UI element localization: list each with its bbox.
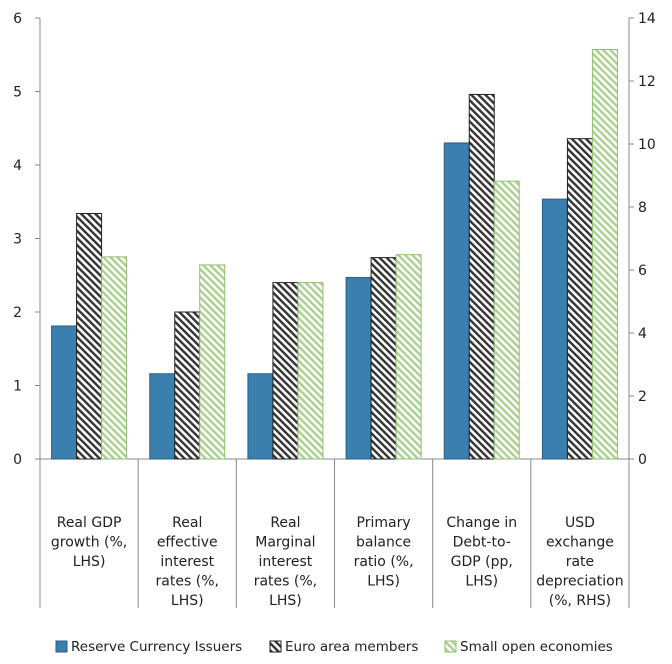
left-tick-label: 2 [13, 305, 22, 321]
left-tick-label: 5 [13, 85, 22, 101]
right-tick-label: 0 [638, 452, 647, 468]
category-label: Change in [446, 515, 517, 531]
bar-reserve-currency-issuers [149, 373, 176, 460]
right-tick-label: 14 [638, 11, 656, 27]
category-label: growth (%, [51, 535, 127, 551]
bar-small-open-economies [297, 282, 324, 460]
category-label: USD [565, 515, 595, 531]
category-label: rates (%, [254, 574, 317, 590]
category-label: effective [157, 535, 218, 551]
bar-small-open-economies [395, 254, 422, 460]
category-label: rate [566, 554, 594, 570]
bar-euro-area-members [468, 93, 495, 460]
category-label: ratio (%, [354, 554, 414, 570]
category-label: rates (%, [156, 574, 219, 590]
category-label: LHS) [171, 593, 204, 609]
left-tick-label: 1 [13, 379, 22, 395]
legend-label: Small open economies [460, 639, 613, 655]
bar-euro-area-members [174, 311, 201, 460]
right-tick-label: 10 [638, 137, 656, 153]
category-label: Real [172, 515, 202, 531]
legend-swatch [55, 640, 68, 653]
bar-reserve-currency-issuers [541, 198, 568, 460]
right-tick-label: 2 [638, 389, 647, 405]
category-label: balance [356, 535, 411, 551]
category-label: LHS) [465, 574, 498, 590]
right-tick-label: 12 [638, 74, 656, 90]
left-tick-label: 3 [13, 232, 22, 248]
bar-euro-area-members [76, 213, 103, 460]
bar-reserve-currency-issuers [345, 276, 372, 460]
bar-small-open-economies [591, 49, 618, 460]
category-label: LHS) [367, 574, 400, 590]
category-label: Real [270, 515, 300, 531]
labels-layer: Real GDP growth (%, LHS) Real effective inter… [51, 515, 624, 609]
category-label: interest [160, 554, 214, 570]
category-label: exchange [546, 535, 614, 551]
right-tick-label: 6 [638, 263, 647, 279]
category-label: LHS) [269, 593, 302, 609]
category-label: interest [259, 554, 313, 570]
legend-swatch [444, 640, 457, 653]
category-label: (%, RHS) [549, 593, 611, 609]
bar-reserve-currency-issuers [51, 325, 78, 460]
category-label: Primary [357, 515, 411, 531]
bar-euro-area-members [272, 282, 299, 460]
bar-reserve-currency-issuers [247, 373, 274, 460]
bar-euro-area-members [370, 257, 397, 460]
category-label: depreciation [536, 574, 623, 590]
legend-label: Reserve Currency Issuers [71, 639, 242, 655]
category-label: Marginal [255, 535, 315, 551]
category-label: Debt-to- [453, 535, 511, 551]
legend-swatch [269, 640, 282, 653]
bar-small-open-economies [101, 256, 128, 460]
category-label: Real GDP [57, 515, 122, 531]
left-tick-label: 4 [13, 158, 22, 174]
legend: Reserve Currency Issuers Euro area member… [55, 639, 613, 655]
legend-label: Euro area members [285, 639, 418, 655]
category-label: GDP (pp, [451, 554, 513, 570]
bars-layer [51, 49, 618, 460]
bar-small-open-economies [199, 264, 226, 460]
bar-small-open-economies [493, 180, 520, 460]
bar-reserve-currency-issuers [443, 142, 470, 460]
right-tick-label: 4 [638, 326, 647, 342]
left-tick-label: 6 [13, 11, 22, 27]
category-label: LHS) [73, 554, 106, 570]
left-tick-label: 0 [13, 452, 22, 468]
right-tick-label: 8 [638, 200, 647, 216]
bar-euro-area-members [566, 138, 593, 460]
